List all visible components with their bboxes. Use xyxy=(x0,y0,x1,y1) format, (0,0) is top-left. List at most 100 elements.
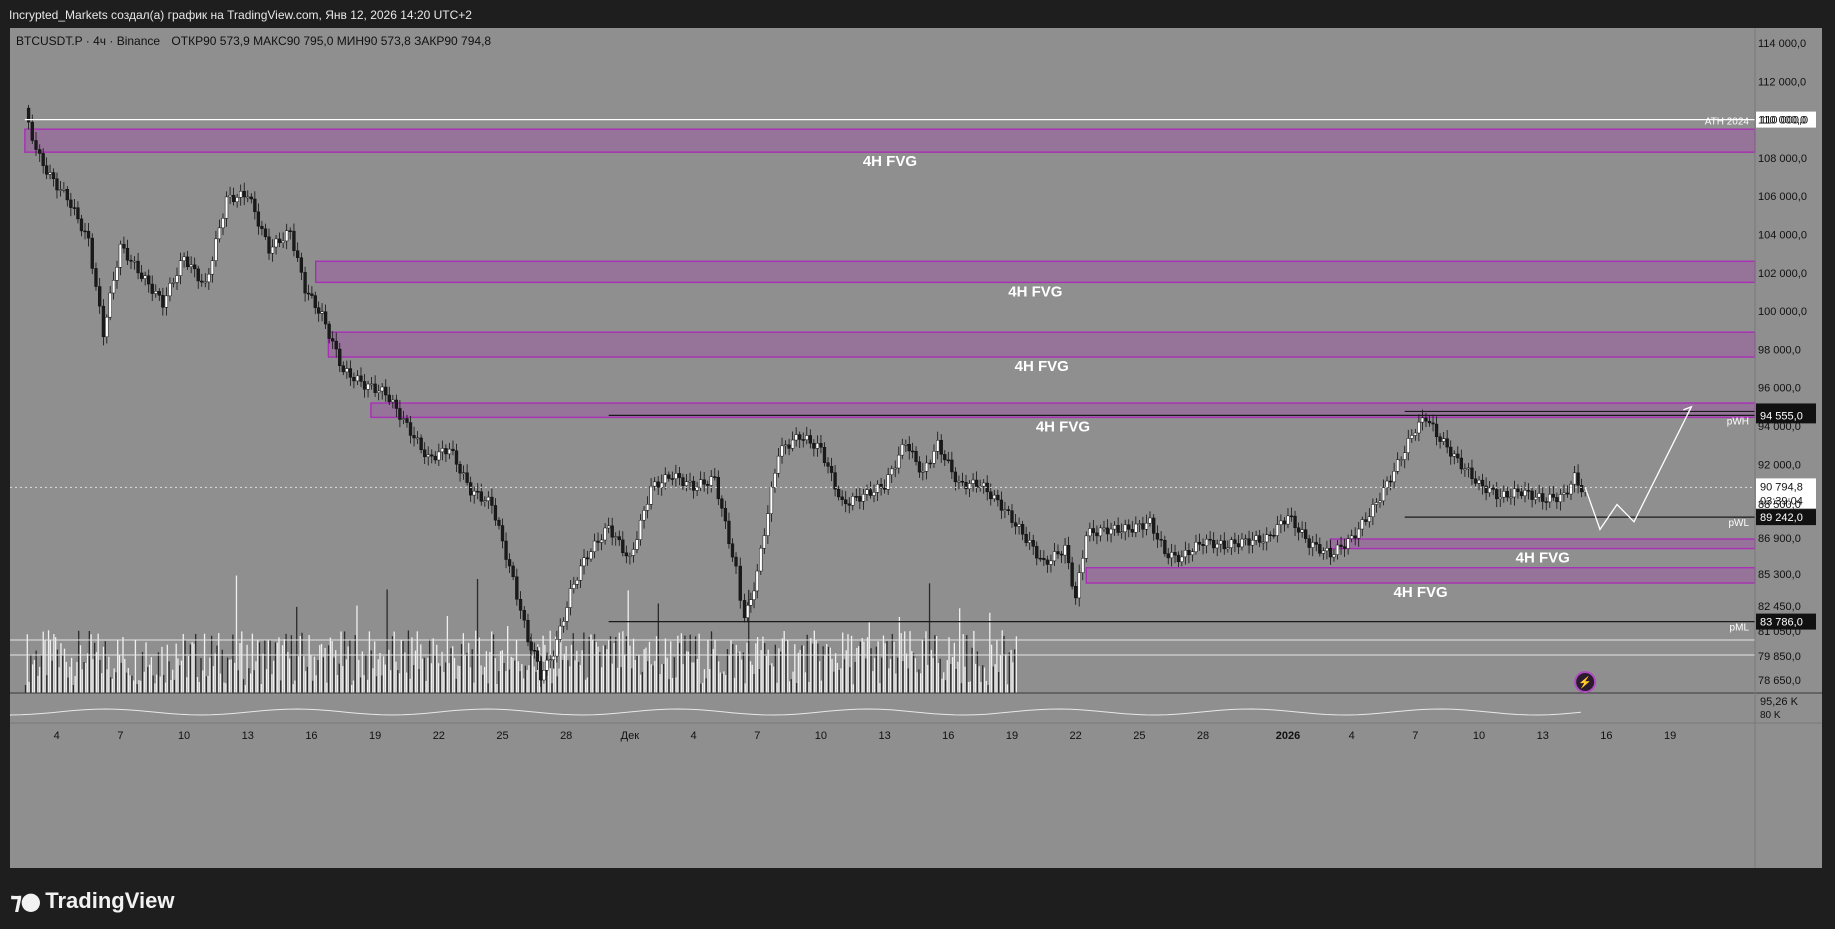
candle[interactable] xyxy=(1565,492,1570,495)
candle[interactable] xyxy=(1003,509,1007,511)
candle[interactable] xyxy=(1311,542,1315,548)
candle[interactable] xyxy=(1144,522,1149,530)
candle[interactable] xyxy=(1180,556,1184,563)
candle[interactable] xyxy=(1403,452,1407,460)
candle[interactable] xyxy=(635,539,639,550)
candle[interactable] xyxy=(565,607,569,622)
candle[interactable] xyxy=(320,311,324,314)
candle[interactable] xyxy=(451,448,455,452)
candle[interactable] xyxy=(454,450,459,465)
candle[interactable] xyxy=(582,557,586,567)
candle[interactable] xyxy=(522,610,526,621)
candle[interactable] xyxy=(631,549,636,556)
candle[interactable] xyxy=(228,194,232,198)
candle[interactable] xyxy=(1201,544,1205,546)
candle[interactable] xyxy=(423,449,427,458)
candle[interactable] xyxy=(472,490,476,496)
candle[interactable] xyxy=(1074,586,1078,599)
candle[interactable] xyxy=(865,489,869,495)
candle[interactable] xyxy=(1516,488,1520,493)
candle[interactable] xyxy=(86,231,91,239)
candle[interactable] xyxy=(1081,558,1085,573)
candle[interactable] xyxy=(196,268,200,282)
candle[interactable] xyxy=(1187,550,1191,556)
candle[interactable] xyxy=(1452,453,1456,457)
candle[interactable] xyxy=(681,477,685,486)
candle[interactable] xyxy=(974,479,979,488)
candle[interactable] xyxy=(545,659,549,671)
candle[interactable] xyxy=(897,454,901,469)
candle[interactable] xyxy=(674,473,678,479)
candle[interactable] xyxy=(1335,544,1340,555)
candle[interactable] xyxy=(412,435,416,439)
candle[interactable] xyxy=(872,492,876,496)
candle[interactable] xyxy=(1399,459,1403,461)
candle[interactable] xyxy=(738,565,742,601)
candle[interactable] xyxy=(642,510,646,521)
candle[interactable] xyxy=(274,238,278,248)
candle[interactable] xyxy=(1176,554,1181,563)
candle[interactable] xyxy=(1215,543,1219,549)
candle[interactable] xyxy=(826,462,830,467)
candle[interactable] xyxy=(486,496,491,501)
candle[interactable] xyxy=(688,480,692,483)
candle[interactable] xyxy=(44,165,49,175)
candle[interactable] xyxy=(698,479,703,488)
candle[interactable] xyxy=(1357,528,1361,539)
candle[interactable] xyxy=(964,482,968,490)
candle[interactable] xyxy=(193,264,197,270)
candle[interactable] xyxy=(1020,524,1025,535)
candle[interactable] xyxy=(1169,552,1174,559)
candle[interactable] xyxy=(606,525,611,529)
candle[interactable] xyxy=(359,375,363,382)
candle[interactable] xyxy=(1247,538,1251,546)
candle[interactable] xyxy=(182,256,186,262)
candle[interactable] xyxy=(242,191,246,198)
candle[interactable] xyxy=(1441,438,1446,442)
candle[interactable] xyxy=(154,291,158,294)
candle[interactable] xyxy=(599,539,604,543)
candle[interactable] xyxy=(713,476,717,478)
candle[interactable] xyxy=(1010,510,1014,523)
candle[interactable] xyxy=(515,576,519,600)
candle[interactable] xyxy=(313,295,317,308)
candle[interactable] xyxy=(957,480,961,483)
candle[interactable] xyxy=(1112,525,1117,530)
candle[interactable] xyxy=(875,483,880,493)
candle[interactable] xyxy=(98,286,102,307)
candle[interactable] xyxy=(1265,534,1269,543)
candle[interactable] xyxy=(94,268,98,287)
candle[interactable] xyxy=(507,559,512,567)
candle[interactable] xyxy=(794,434,798,441)
candle[interactable] xyxy=(833,472,837,490)
candle[interactable] xyxy=(108,292,112,318)
candle[interactable] xyxy=(1229,539,1234,548)
candle[interactable] xyxy=(263,228,268,238)
candle[interactable] xyxy=(1152,517,1156,534)
candle[interactable] xyxy=(526,619,530,643)
candle[interactable] xyxy=(603,527,607,541)
candle[interactable] xyxy=(90,237,94,269)
candle[interactable] xyxy=(1445,438,1449,448)
candle[interactable] xyxy=(295,250,300,258)
candle[interactable] xyxy=(551,655,556,660)
candle[interactable] xyxy=(1070,562,1074,587)
projection-path[interactable] xyxy=(1584,406,1692,531)
candle[interactable] xyxy=(1498,496,1502,500)
candle[interactable] xyxy=(1558,494,1563,503)
candle[interactable] xyxy=(1449,446,1453,457)
candle[interactable] xyxy=(1417,421,1421,434)
candle[interactable] xyxy=(1555,497,1559,503)
candle[interactable] xyxy=(886,474,890,490)
candle[interactable] xyxy=(914,450,918,462)
candle[interactable] xyxy=(1304,529,1308,539)
candle[interactable] xyxy=(720,498,724,509)
candle[interactable] xyxy=(766,513,770,536)
candle[interactable] xyxy=(1406,438,1410,453)
candle[interactable] xyxy=(910,450,915,453)
candle[interactable] xyxy=(742,600,747,618)
candle[interactable] xyxy=(1473,478,1478,484)
candle[interactable] xyxy=(433,455,437,461)
candle[interactable] xyxy=(992,494,996,500)
candle[interactable] xyxy=(1028,540,1032,543)
